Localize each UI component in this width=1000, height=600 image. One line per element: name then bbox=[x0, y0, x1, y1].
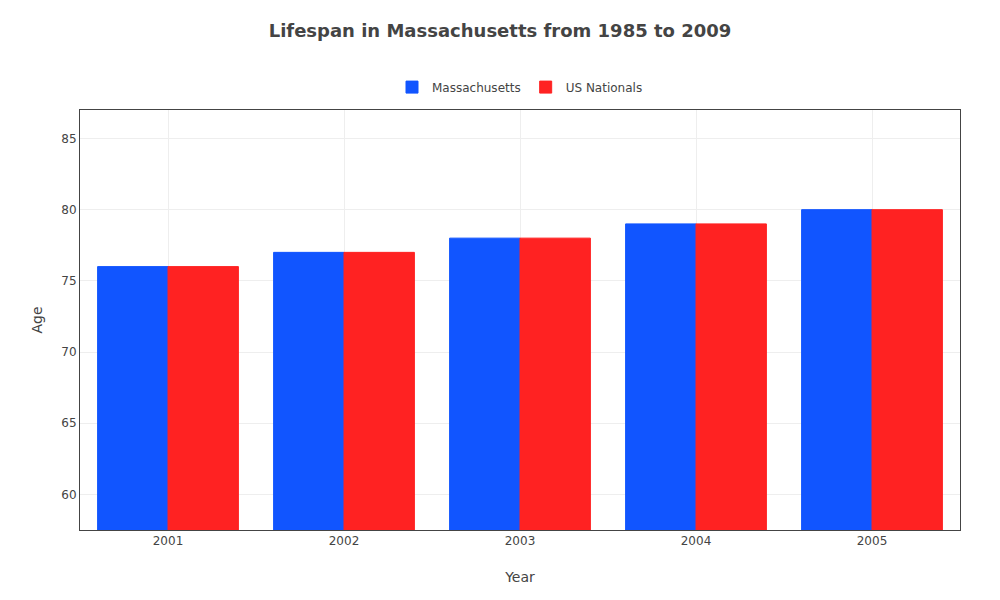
svg-text:2001: 2001 bbox=[153, 534, 184, 548]
svg-text:Age: Age bbox=[29, 306, 45, 333]
svg-text:75: 75 bbox=[61, 274, 76, 288]
svg-text:2004: 2004 bbox=[681, 534, 712, 548]
svg-text:US Nationals: US Nationals bbox=[566, 81, 642, 95]
svg-text:60: 60 bbox=[61, 488, 76, 502]
svg-text:80: 80 bbox=[61, 203, 76, 217]
svg-text:70: 70 bbox=[61, 345, 76, 359]
svg-text:Massachusetts: Massachusetts bbox=[432, 81, 521, 95]
svg-text:2002: 2002 bbox=[329, 534, 360, 548]
svg-text:65: 65 bbox=[61, 416, 76, 430]
svg-text:Lifespan in Massachusetts from: Lifespan in Massachusetts from 1985 to 2… bbox=[269, 20, 732, 41]
svg-text:85: 85 bbox=[61, 132, 76, 146]
svg-text:2005: 2005 bbox=[857, 534, 888, 548]
svg-text:2003: 2003 bbox=[505, 534, 536, 548]
svg-text:Year: Year bbox=[504, 569, 535, 585]
